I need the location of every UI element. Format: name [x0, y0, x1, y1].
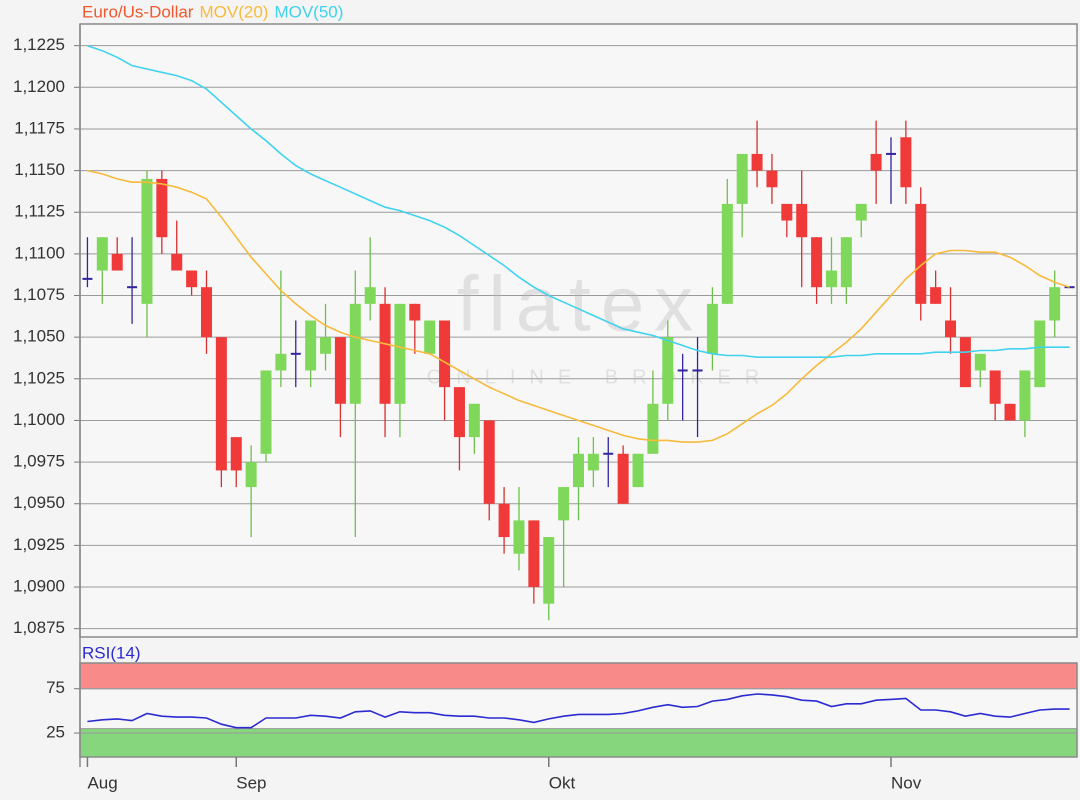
y-tick-label: 75 — [46, 678, 65, 697]
candle-body — [617, 453, 629, 504]
candle-body — [379, 303, 391, 404]
candle-body — [439, 320, 451, 388]
y-tick-label: 25 — [46, 723, 65, 742]
candle-body — [945, 320, 957, 338]
y-tick-label: 1,0925 — [13, 535, 65, 554]
candle-body — [543, 537, 555, 604]
y-tick-label: 1,1000 — [13, 410, 65, 429]
candle-body — [870, 153, 882, 171]
candle-body — [959, 337, 971, 388]
candle-body — [721, 203, 733, 304]
y-tick-label: 1,0975 — [13, 452, 65, 471]
watermark-subtitle: ONLINE BROKER — [427, 366, 773, 388]
candle-body — [1034, 320, 1046, 388]
candle-body — [483, 420, 495, 504]
candle-body — [275, 353, 287, 371]
candle-body — [215, 337, 227, 471]
candle-body — [111, 253, 123, 271]
y-tick-label: 1,1175 — [14, 118, 65, 137]
candle-body — [171, 253, 183, 271]
legend-entry: MOV(50) — [274, 2, 343, 21]
y-tick-label: 1,1075 — [13, 285, 65, 304]
y-tick-label: 1,1150 — [14, 160, 65, 179]
candle-body — [394, 303, 406, 404]
plot-area — [80, 24, 1077, 637]
y-tick-label: 1,1025 — [13, 368, 65, 387]
zone — [79, 662, 1078, 690]
candle-body — [632, 453, 644, 488]
x-tick-label: Nov — [891, 773, 922, 792]
candle-body — [260, 370, 272, 454]
candle-body — [781, 203, 793, 221]
candle-body — [334, 337, 346, 404]
x-tick-label: Sep — [236, 773, 266, 792]
candle-body — [453, 387, 465, 438]
candle-body — [1004, 403, 1016, 421]
candle-body — [900, 137, 912, 188]
candle-body — [736, 153, 748, 204]
x-tick-label: Aug — [87, 773, 117, 792]
panel-title: RSI(14) — [82, 643, 141, 662]
candle-body — [706, 303, 718, 354]
candle-body — [200, 287, 212, 338]
watermark: flatex — [457, 260, 703, 348]
candle-body — [409, 303, 421, 321]
candle-body — [528, 520, 540, 588]
candle-body — [305, 320, 317, 371]
candle-body — [156, 178, 168, 238]
candle-body — [751, 153, 763, 171]
y-tick-label: 1,1125 — [14, 202, 65, 221]
candle-body — [349, 303, 361, 404]
candle-body — [245, 462, 257, 488]
candle-body — [766, 170, 778, 188]
candle-body — [811, 237, 823, 288]
candle-body — [230, 437, 242, 471]
candle-body — [96, 237, 108, 271]
candle-body — [364, 287, 376, 304]
candle-body — [974, 353, 986, 371]
candle-body — [320, 337, 332, 354]
moving-average-line — [87, 169, 1070, 443]
legend-entry: MOV(20) — [199, 2, 268, 21]
rsi-line — [87, 693, 1070, 729]
candle-body — [796, 203, 808, 238]
candle-body — [825, 270, 837, 288]
candle-body — [662, 337, 674, 404]
candle-body — [587, 453, 599, 471]
candle-body — [558, 487, 570, 521]
y-tick-label: 1,1225 — [13, 35, 65, 54]
candle-body — [424, 320, 436, 354]
candle-body — [186, 270, 198, 288]
candle-body — [930, 287, 942, 304]
y-tick-label: 1,0900 — [13, 577, 65, 596]
candle-body — [855, 203, 867, 221]
candle-body — [498, 503, 510, 538]
y-tick-label: 1,1200 — [13, 77, 65, 96]
y-tick-label: 1,0950 — [13, 493, 65, 512]
y-tick-label: 1,1100 — [14, 243, 65, 262]
candle-body — [468, 403, 480, 438]
moving-average-line — [87, 44, 1070, 358]
x-tick-label: Okt — [549, 773, 576, 792]
legend-entry: Euro/Us-Dollar — [82, 2, 194, 21]
candle-body — [989, 370, 1001, 404]
candle-body — [573, 453, 584, 488]
candle-body — [1019, 370, 1031, 421]
y-tick-label: 1,0875 — [13, 618, 65, 637]
candle-body — [513, 520, 525, 554]
y-tick-label: 1,1050 — [13, 327, 65, 346]
candle-body — [647, 403, 659, 454]
candle-body — [915, 203, 927, 304]
candle-body — [1049, 287, 1061, 321]
candle-body — [141, 178, 153, 304]
candle-body — [840, 237, 852, 288]
